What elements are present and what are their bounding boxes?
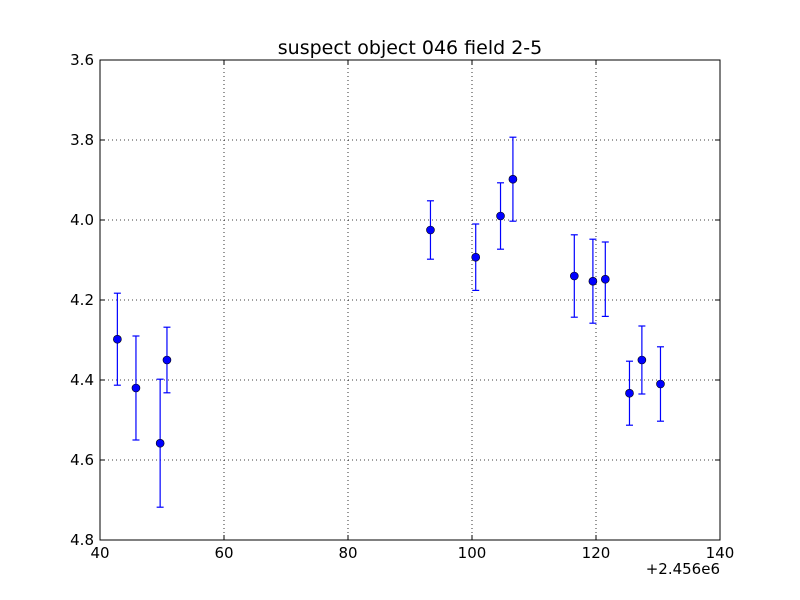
x-tick-label: 40 — [90, 544, 109, 562]
y-tick-label: 3.6 — [70, 51, 94, 69]
data-point — [508, 174, 518, 184]
data-point — [637, 355, 647, 365]
data-point — [588, 276, 598, 286]
y-tick-label: 4.6 — [70, 451, 94, 469]
data-point — [625, 388, 634, 398]
x-axis-offset-label: +2.456e6 — [646, 560, 720, 578]
error-bars — [113, 136, 664, 508]
data-point — [426, 225, 435, 235]
x-tick-label: 100 — [458, 544, 487, 562]
chart-title: suspect object 046 field 2-5 — [278, 37, 543, 59]
data-point — [162, 355, 172, 365]
x-tick-label: 60 — [214, 544, 233, 562]
data-point — [600, 274, 610, 284]
x-tick-label: 120 — [582, 544, 611, 562]
data-point — [496, 211, 505, 221]
y-tick-label: 4.4 — [70, 371, 94, 389]
data-point — [656, 379, 665, 389]
data-point — [471, 252, 481, 262]
y-tick-label: 4.0 — [70, 211, 94, 229]
data-point — [131, 383, 141, 393]
y-tick-label: 3.8 — [70, 131, 94, 149]
y-tick-label: 4.8 — [70, 531, 94, 549]
data-point — [155, 438, 165, 448]
grid-lines — [100, 60, 720, 540]
data-point — [113, 334, 122, 344]
y-tick-label: 4.2 — [70, 291, 94, 309]
y-tick-labels: 3.6 3.8 4.0 4.2 4.4 4.6 4.8 — [70, 51, 94, 549]
data-point — [569, 271, 579, 281]
axis-ticks — [99, 59, 721, 541]
x-tick-label: 80 — [338, 544, 357, 562]
data-points — [113, 174, 665, 448]
x-tick-label: 140 — [706, 544, 735, 562]
x-tick-labels: 40 60 80 100 120 140 — [90, 544, 734, 562]
